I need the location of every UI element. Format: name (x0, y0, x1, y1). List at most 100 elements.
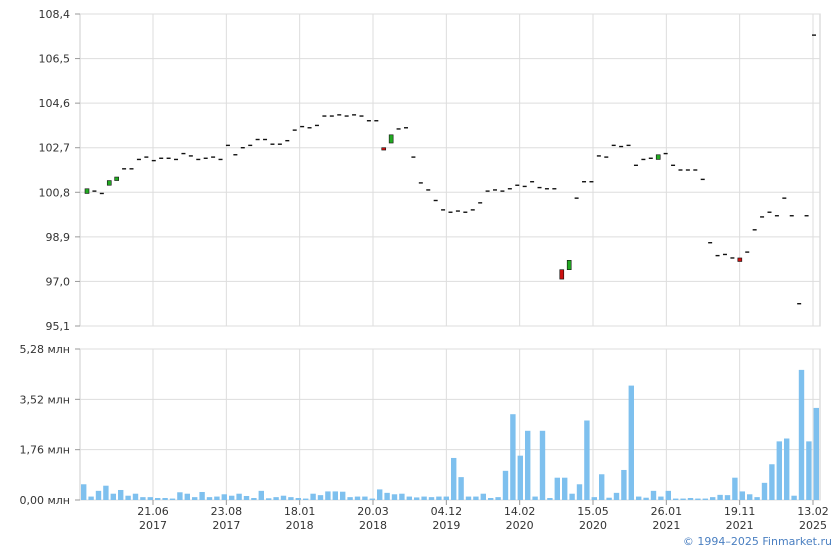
volume-bar (303, 498, 309, 500)
volume-tick-label: 1,76 млн (19, 444, 70, 457)
volume-bar (613, 492, 620, 500)
volume-bar (621, 469, 627, 500)
price-candle-up (114, 176, 119, 181)
price-candle-up (84, 188, 90, 194)
volume-bar (791, 495, 797, 500)
volume-bar (599, 474, 605, 500)
volume-bar (428, 497, 435, 500)
x-tick-label-year: 2018 (286, 519, 314, 532)
volume-tick-label: 3,52 млн (19, 393, 70, 406)
volume-bar (517, 455, 523, 500)
volume-bar (680, 498, 686, 500)
x-tick-label-date: 19.11 (724, 505, 756, 518)
volume-bar (236, 493, 242, 500)
volume-bar (369, 498, 375, 500)
volume-bar (273, 497, 279, 500)
volume-bar (510, 414, 516, 500)
price-candle-down (737, 257, 743, 262)
price-candle-up (655, 154, 661, 160)
volume-bar (377, 489, 383, 500)
volume-bar (806, 441, 812, 500)
volume-bar (717, 494, 723, 500)
volume-bar (414, 497, 420, 500)
volume-bar (502, 470, 509, 500)
price-candle-up (106, 180, 112, 186)
volume-bar (354, 496, 361, 500)
x-tick-label-date: 23.08 (211, 505, 243, 518)
x-tick-label-date: 26.01 (651, 505, 683, 518)
volume-bar (384, 492, 390, 500)
volume-bar (206, 497, 213, 500)
volume-bar (391, 494, 398, 500)
volume-bar (132, 493, 139, 500)
volume-bar (658, 496, 664, 500)
price-candle-down (559, 269, 565, 280)
volume-bar (214, 496, 220, 500)
price-candle-up (566, 260, 572, 270)
x-tick-label-year: 2025 (799, 519, 827, 532)
volume-bar (325, 491, 331, 500)
volume-bar (480, 493, 486, 500)
volume-bar (103, 485, 109, 500)
volume-bar (569, 493, 575, 500)
volume-bar (747, 494, 753, 500)
price-marks (84, 34, 816, 305)
volume-bar (451, 457, 457, 500)
volume-bar (118, 489, 124, 500)
volume-bar (266, 498, 272, 500)
volume-bar (177, 492, 183, 500)
volume-bar (169, 498, 176, 500)
volume-bar (732, 477, 738, 500)
volume-bar (525, 430, 531, 500)
x-tick-label-year: 2017 (212, 519, 240, 532)
volume-bar (258, 490, 264, 500)
volume-bar (421, 496, 427, 500)
volume-bar (539, 430, 546, 500)
volume-bar (155, 497, 161, 500)
volume-bar (295, 497, 301, 500)
price-candle-down (381, 147, 387, 151)
volume-bar (443, 496, 449, 500)
volume-bar (280, 495, 287, 500)
x-tick-label-date: 15.05 (577, 505, 609, 518)
volume-bar (192, 497, 198, 500)
volume-bar (724, 495, 731, 500)
volume-bar (436, 496, 442, 500)
volume-bar (288, 497, 294, 500)
volume-bar (317, 495, 324, 500)
volume-bar (687, 497, 694, 500)
volume-bar (710, 497, 716, 500)
price-tick-label: 102,7 (39, 142, 71, 155)
volume-tick-label: 5,28 млн (19, 343, 70, 356)
volume-bar (347, 497, 353, 500)
volume-bar (488, 497, 494, 500)
volume-bar (340, 491, 346, 500)
price-tick-label: 95,1 (46, 320, 71, 333)
volume-bar (532, 496, 538, 500)
volume-bar (584, 420, 590, 500)
volume-bar (628, 385, 634, 500)
volume-bar (695, 498, 701, 500)
volume-bar (310, 493, 316, 500)
copyright-link[interactable]: © 1994–2025 Finmarket.ru (682, 535, 832, 548)
volume-bar (702, 498, 708, 500)
x-tick-label-date: 21.06 (137, 505, 169, 518)
volume-bar (473, 496, 479, 500)
volume-bar (547, 497, 553, 500)
volume-bar (606, 497, 612, 500)
volume-bar (739, 491, 745, 500)
volume-bar (769, 464, 775, 500)
x-tick-label-date: 13.02 (797, 505, 829, 518)
volume-y-axis: 5,28 млн 3,52 млн 1,76 млн 0,00 млн (19, 343, 80, 507)
price-tick-label: 104,6 (39, 97, 71, 110)
volume-bar (184, 493, 190, 500)
volume-bar (81, 484, 87, 500)
volume-bar (643, 497, 649, 500)
x-tick-label-date: 14.02 (504, 505, 536, 518)
volume-bar (495, 497, 501, 500)
volume-bar (562, 477, 568, 500)
volume-bar (776, 441, 782, 500)
volume-bar (576, 484, 583, 500)
price-plot-area (79, 13, 821, 327)
volume-bar (95, 490, 102, 500)
